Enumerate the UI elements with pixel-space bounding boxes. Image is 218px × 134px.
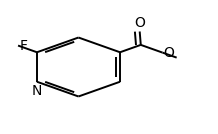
- Text: O: O: [164, 46, 174, 60]
- Text: F: F: [19, 39, 27, 53]
- Text: O: O: [134, 16, 145, 30]
- Text: N: N: [32, 84, 42, 98]
